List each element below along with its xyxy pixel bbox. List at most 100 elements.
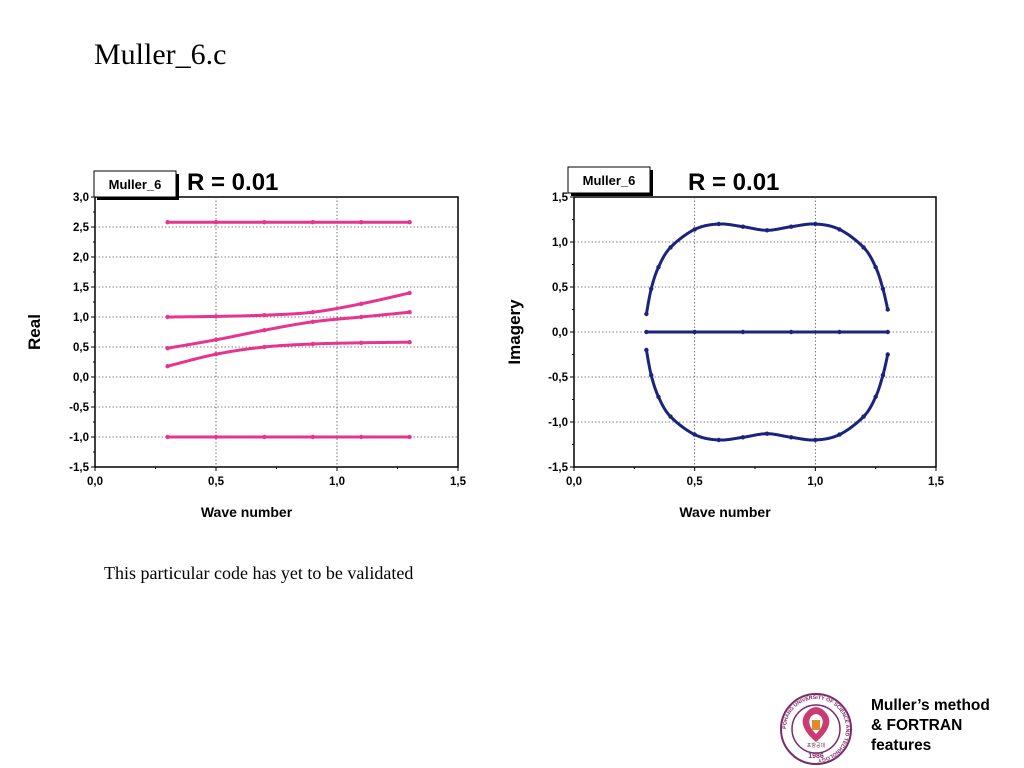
chart-title: R = 0.01 (187, 169, 278, 196)
data-point (310, 319, 315, 324)
data-point (165, 364, 170, 369)
slide-caption: This particular code has yet to be valid… (104, 563, 414, 583)
data-point (262, 434, 267, 440)
data-point (262, 328, 267, 333)
series-3 (644, 347, 890, 443)
data-point (873, 394, 878, 399)
series-line (166, 310, 412, 350)
y-tick-label: -1,0 (548, 417, 568, 429)
x-tick-label: 0,5 (687, 476, 704, 488)
data-point (407, 340, 412, 345)
data-point (692, 432, 697, 437)
university-logo: POHANG UNIVERSITY OF SCIENCE AND TECHNOL… (780, 693, 852, 765)
data-point (262, 313, 267, 318)
data-point (789, 224, 794, 229)
data-point (764, 228, 770, 233)
data-point (656, 394, 661, 399)
x-tick-label: 1,5 (450, 476, 467, 488)
data-point (668, 414, 673, 419)
data-point (740, 224, 746, 229)
data-point (764, 431, 770, 436)
chart-2: 1,5 1,0 0,5 0,0 -0,5 -1,0 -1,5 0,0 0,5 1,0 1,5 Wave… (505, 166, 945, 520)
x-tick-label: 0,0 (566, 476, 582, 488)
data-point (213, 220, 219, 225)
data-point (692, 329, 697, 335)
data-point (789, 435, 794, 440)
y-axis-label: Imagery (505, 299, 524, 365)
y-tick-label: 0,0 (73, 372, 89, 384)
charts-canvas: 3,02,52,01,51,00,50,0-0,5-1,0-1,50,0 0,5 1… (25, 166, 945, 520)
x-tick-label: 1,0 (329, 476, 345, 488)
y-tick-label: 2,5 (73, 222, 90, 234)
chart-1: 3,0 2,5 2,0 1,5 1,0 0,5 0,0 -0,5 -1,0 -1,5 0,0 0,5 1… (25, 169, 467, 520)
data-point (407, 310, 412, 315)
data-point (861, 245, 866, 250)
series-3 (165, 310, 412, 351)
y-tick-label: -0,5 (548, 372, 568, 384)
series-line (166, 340, 412, 368)
y-tick-label: 0,0 (552, 327, 568, 339)
data-point (649, 286, 654, 291)
data-point (885, 329, 890, 335)
x-tick-label: 1,5 (928, 476, 945, 488)
data-point (692, 227, 697, 232)
data-point (213, 314, 219, 319)
data-point (213, 352, 219, 357)
data-point (359, 340, 364, 345)
logo-korean-text: 포항공대 (807, 742, 826, 749)
data-point (262, 344, 267, 350)
series-1 (165, 220, 412, 225)
y-tick-label: 3,0 (73, 192, 89, 204)
data-point (716, 437, 721, 443)
series-5 (165, 434, 412, 440)
y-tick-label: 1,0 (552, 237, 568, 249)
data-point (310, 434, 315, 440)
data-point (740, 329, 746, 335)
y-tick-label: 1,5 (73, 282, 90, 294)
plot-frame (94, 196, 459, 468)
data-point (656, 265, 661, 270)
data-point (310, 220, 315, 225)
data-point (716, 221, 721, 227)
x-axis-label: Wave number (201, 504, 293, 520)
y-tick-label: 0,5 (73, 342, 90, 354)
legend-label: Muller_6 (109, 177, 162, 192)
data-point (880, 373, 886, 378)
data-point (407, 220, 412, 225)
legend-box (93, 170, 177, 198)
data-point (649, 373, 654, 378)
data-point (213, 434, 219, 440)
data-point (359, 220, 364, 225)
data-point (644, 347, 649, 353)
footer-text: Muller’s method & FORTRAN features (871, 696, 1021, 756)
data-point (740, 435, 746, 440)
data-point (165, 314, 170, 320)
data-point (668, 245, 673, 250)
footer-line-2: & FORTRAN (871, 717, 963, 734)
x-tick-label: 0,5 (208, 476, 225, 488)
data-point (310, 310, 315, 315)
series-2 (165, 290, 412, 320)
data-point (310, 341, 315, 347)
data-point (165, 220, 170, 225)
data-point (837, 329, 842, 335)
legend-box (567, 166, 651, 194)
data-point (885, 307, 890, 312)
data-point (165, 346, 170, 351)
y-tick-label: -1,5 (548, 462, 568, 474)
data-point (861, 414, 866, 419)
series-line (166, 291, 412, 319)
y-tick-label: -1,0 (69, 432, 89, 444)
y-tick-label: 0,5 (552, 282, 569, 294)
chart-title: R = 0.01 (688, 169, 779, 196)
data-point (644, 311, 649, 317)
series-1 (644, 221, 890, 317)
data-point (885, 352, 890, 357)
series-2 (644, 329, 890, 335)
x-tick-label: 1,0 (807, 476, 823, 488)
data-point (213, 337, 219, 342)
y-tick-label: 1,5 (552, 192, 569, 204)
y-tick-label: -0,5 (69, 402, 89, 414)
data-point (644, 329, 649, 335)
y-tick-label: -1,5 (69, 462, 89, 474)
